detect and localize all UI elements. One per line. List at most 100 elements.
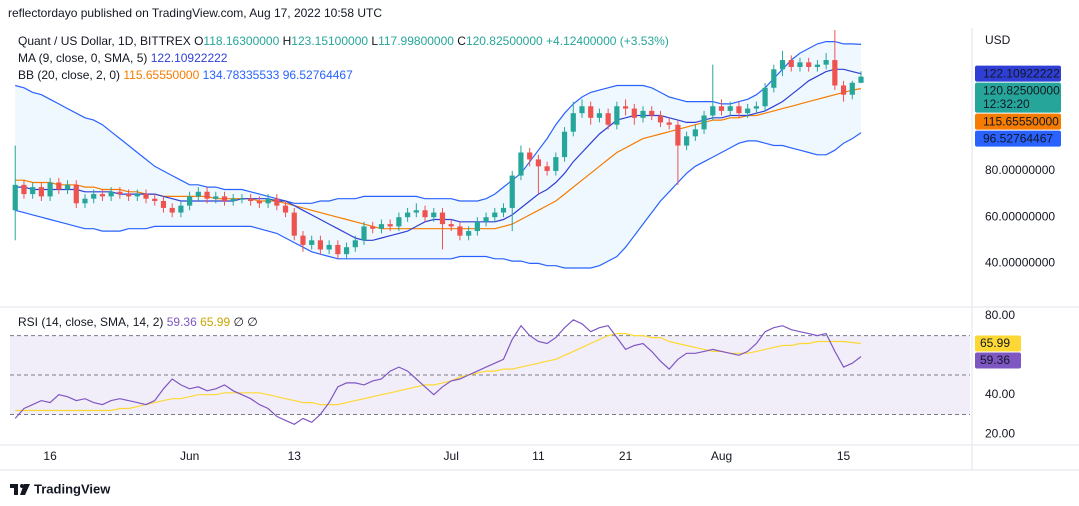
candle-body — [858, 76, 864, 83]
candle-body — [282, 205, 289, 213]
candle-body — [814, 64, 821, 67]
ohlc-value: 120.82500000 — [466, 34, 543, 48]
legend-symbol: Quant / US Dollar, 1D, BITTREX O118.1630… — [18, 34, 669, 48]
na-value: ∅ — [233, 315, 243, 329]
candle-body — [125, 194, 132, 197]
candle-body — [457, 226, 463, 236]
ohlc-key: C — [457, 34, 466, 48]
candle-body — [605, 113, 611, 125]
candle-body — [12, 184, 18, 211]
rsi-sma-tag-label: 65.99 — [980, 336, 1010, 350]
change: +4.12400000 (+3.53%) — [546, 34, 669, 48]
candle-body — [239, 198, 245, 200]
candle-body — [692, 129, 698, 137]
ma-line — [15, 68, 862, 241]
candle-body — [806, 62, 812, 67]
y-tick-label: 80.00000000 — [985, 163, 1055, 177]
candle-body — [718, 106, 725, 111]
y-tick-label: 60.00000000 — [985, 209, 1055, 223]
rsi-tick-label: 80.00 — [985, 308, 1015, 322]
bb-lower-value: 96.52764467 — [283, 68, 353, 82]
candle-body — [588, 106, 594, 118]
candle-body — [657, 115, 664, 123]
rsi-tick-label: 40.00 — [985, 387, 1015, 401]
candle-body — [466, 231, 472, 236]
candle-body — [675, 124, 681, 146]
legend-ma: MA (9, close, 0, SMA, 5) 122.10922222 — [18, 51, 228, 65]
candle-body — [204, 191, 210, 199]
bb-lower-tag — [975, 130, 1061, 147]
ma-tag — [975, 65, 1061, 82]
candle-body — [509, 175, 515, 208]
footer-logo: TradingView — [34, 481, 111, 496]
ohlc-value: 123.15100000 — [291, 34, 368, 48]
publisher: reflectordayo published on TradingView.c… — [8, 6, 382, 20]
candle-body — [631, 108, 637, 118]
bb-basis-tag — [975, 113, 1061, 130]
candle-body — [797, 62, 803, 67]
candle-body — [326, 244, 332, 250]
bb-fill — [15, 41, 861, 268]
candle-body — [152, 198, 158, 202]
candle-body — [91, 194, 97, 199]
ma-value: 122.10922222 — [151, 51, 228, 65]
candle-body — [256, 201, 262, 204]
candle-body — [492, 212, 498, 218]
close-tag-label: 120.82500000 — [983, 83, 1060, 97]
candle-body — [47, 182, 53, 197]
x-tick-label: Jun — [180, 449, 199, 463]
candle-body — [561, 131, 568, 158]
candle-body — [265, 198, 271, 204]
candle-body — [248, 198, 254, 202]
candle-body — [187, 196, 193, 206]
candle-body — [387, 224, 393, 227]
x-tick-label: 16 — [43, 449, 57, 463]
x-tick-label: 21 — [619, 449, 633, 463]
candle-body — [840, 85, 847, 95]
candle-body — [753, 106, 759, 109]
candle-body — [300, 235, 306, 245]
candle-body — [378, 224, 385, 229]
y-tick-label: 40.00000000 — [985, 256, 1055, 270]
candle-body — [448, 224, 454, 227]
candle-body — [160, 201, 167, 208]
candle-body — [431, 212, 437, 218]
candle-body — [483, 217, 489, 222]
candle-body — [518, 152, 524, 176]
candle-body — [343, 247, 350, 255]
bb-upper-value: 134.78335533 — [203, 68, 280, 82]
candle-body — [649, 110, 655, 116]
rsi-value: 59.36 — [167, 315, 197, 329]
x-tick-label: 13 — [288, 449, 302, 463]
candle-body — [710, 106, 716, 116]
candle-body — [579, 106, 585, 114]
candle-body — [99, 194, 106, 197]
bb-basis-value: 115.65550000 — [123, 68, 199, 82]
candle-body — [143, 194, 149, 199]
rsi-tick-label: 20.00 — [985, 426, 1015, 440]
legend-bb: BB (20, close, 2, 0) 115.65550000 134.78… — [18, 68, 353, 82]
ma-name: MA (9, close, 0, SMA, 5) — [18, 51, 147, 65]
candle-body — [474, 221, 480, 232]
candle-body — [701, 115, 707, 130]
candle-body — [553, 157, 559, 171]
candle-body — [38, 187, 44, 197]
candle-body — [666, 122, 672, 125]
candle-body — [230, 198, 236, 202]
bb-upper — [15, 41, 862, 204]
x-tick-label: 15 — [837, 449, 851, 463]
candle-body — [108, 191, 114, 197]
x-tick-label: 11 — [532, 449, 545, 463]
candle-body — [527, 152, 533, 160]
candle-body — [535, 159, 541, 167]
candle-body — [73, 184, 79, 204]
ohlc-value: 118.16300000 — [203, 34, 279, 48]
bb-basis-tag-label: 115.65550000 — [983, 114, 1059, 128]
candle-body — [570, 113, 576, 132]
candle-body — [745, 108, 751, 114]
candle-body — [117, 191, 123, 195]
candle-body — [640, 110, 646, 118]
candle-body — [396, 217, 402, 227]
candle-body — [30, 187, 36, 195]
